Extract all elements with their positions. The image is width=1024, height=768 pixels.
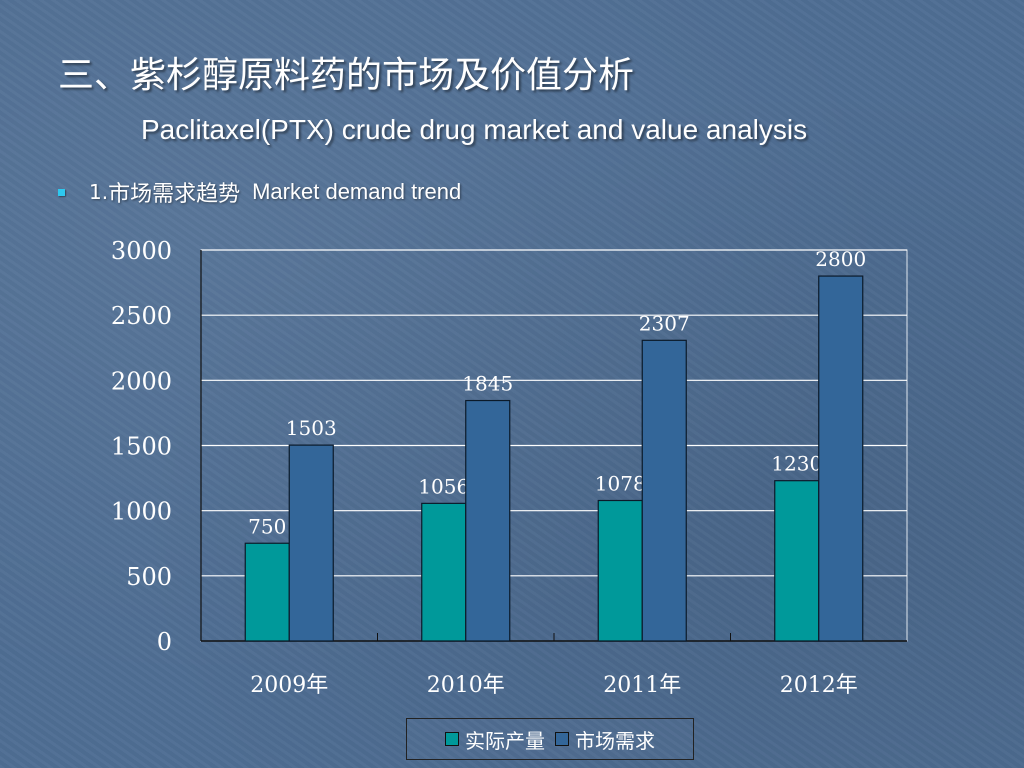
- data-label-production: 750: [248, 514, 286, 538]
- bar-demand: [465, 399, 511, 642]
- bar-production: [421, 502, 467, 642]
- legend-label-demand: 市场需求: [575, 728, 655, 753]
- slide-title-chinese: 三、紫杉醇原料药的市场及价值分析: [58, 55, 635, 96]
- bar-production: [774, 480, 820, 642]
- data-label-demand: 2307: [639, 311, 690, 335]
- x-tick-label: 2011年: [603, 673, 681, 698]
- square-bullet-icon: [58, 188, 65, 196]
- x-tick-label: 2012年: [780, 673, 858, 698]
- y-tick-label: 2500: [111, 302, 172, 330]
- y-tick-label: 500: [126, 563, 172, 591]
- bar-demand: [818, 275, 864, 642]
- bullet-text-chinese: 市场需求趋势: [108, 181, 241, 206]
- x-tick-label: 2009年: [250, 673, 328, 698]
- bar-production: [597, 499, 643, 642]
- data-label-demand: 2800: [815, 247, 866, 271]
- y-tick-label: 1500: [111, 433, 172, 461]
- data-label-production: 1230: [771, 452, 822, 476]
- y-tick-label: 3000: [111, 237, 172, 265]
- bullet-number: 1.: [89, 180, 109, 204]
- bar-demand: [288, 444, 334, 642]
- bullet-item: 1. 市场需求趋势 Market demand trend: [58, 176, 461, 208]
- slide-title-english: Paclitaxel(PTX) crude drug market and va…: [141, 114, 808, 145]
- data-label-production: 1056: [418, 474, 469, 498]
- data-label-demand: 1503: [286, 416, 337, 440]
- x-tick-label: 2010年: [427, 673, 505, 698]
- data-label-production: 1078: [595, 472, 646, 496]
- legend-swatch-demand: [555, 732, 569, 746]
- y-tick-label: 1000: [111, 498, 172, 526]
- legend-item-production: 实际产量: [445, 725, 545, 754]
- legend-label-production: 实际产量: [465, 728, 545, 753]
- data-label-demand: 1845: [462, 372, 513, 396]
- bar-demand: [641, 339, 687, 642]
- y-tick-label: 0: [157, 628, 172, 656]
- legend-item-demand: 市场需求: [555, 725, 655, 754]
- y-tick-label: 2000: [111, 367, 172, 395]
- legend-swatch-production: [445, 732, 459, 746]
- bullet-text-english: Market demand trend: [252, 179, 462, 204]
- bar-production: [244, 542, 290, 642]
- chart-legend: 实际产量 市场需求: [406, 718, 694, 760]
